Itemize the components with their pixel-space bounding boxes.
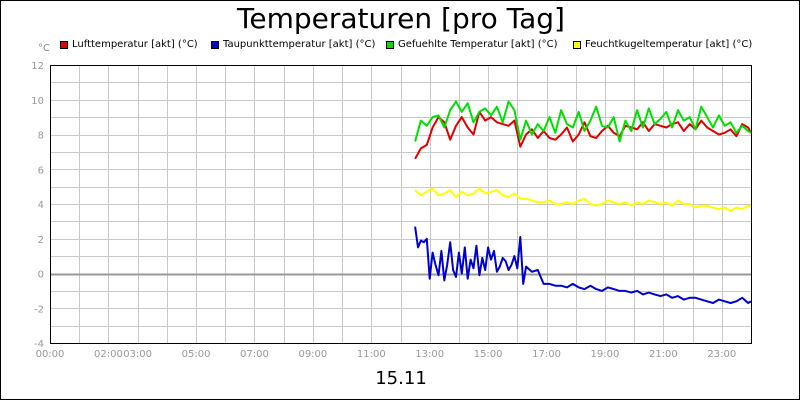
legend-label-gefuehlte-temperatur: Gefuehlte Temperatur [akt] (°C)	[398, 39, 558, 50]
legend-item-taupunkttemperatur: Taupunkttemperatur [akt] (°C)	[211, 39, 375, 50]
y-tick-label: 12	[31, 61, 44, 72]
y-axis-unit-label: °C	[38, 43, 50, 54]
x-tick-label: 07:00	[240, 349, 269, 360]
x-tick-label: 23:00	[707, 349, 736, 360]
y-tick-label: 2	[38, 235, 44, 246]
x-tick-label: 02:00	[94, 349, 123, 360]
series-line-lufttemperatur	[414, 110, 752, 160]
x-tick-label: 15:00	[474, 349, 503, 360]
legend-item-gefuehlte-temperatur: Gefuehlte Temperatur [akt] (°C)	[386, 39, 557, 50]
x-tick-label: 17:00	[532, 349, 561, 360]
x-tick-label: 00:00	[36, 349, 65, 360]
plot-border	[50, 65, 752, 344]
legend-label-feuchtkugeltemperatur: Feuchtkugeltemperatur [akt] (°C)	[585, 39, 753, 50]
legend-label-lufttemperatur: Lufttemperatur [akt] (°C)	[72, 39, 198, 50]
chart-title: Temperaturen [pro Tag]	[237, 2, 565, 35]
x-tick-label: 13:00	[415, 349, 444, 360]
y-tick-label: -4	[34, 339, 44, 350]
legend-label-taupunkttemperatur: Taupunkttemperatur [akt] (°C)	[223, 39, 376, 50]
legend-swatch-gefuehlte-temperatur	[386, 40, 394, 49]
y-tick-label: 10	[31, 96, 44, 107]
legend-swatch-feuchtkugeltemperatur	[573, 40, 581, 49]
legend-swatch-taupunkttemperatur	[211, 40, 219, 49]
x-tick-label: 11:00	[357, 349, 386, 360]
x-tick-label: 21:00	[649, 349, 678, 360]
x-tick-label: 19:00	[591, 349, 620, 360]
x-tick-label: 09:00	[298, 349, 327, 360]
legend-item-feuchtkugeltemperatur: Feuchtkugeltemperatur [akt] (°C)	[573, 39, 752, 50]
x-axis-caption: 15.11	[375, 368, 427, 389]
legend-item-lufttemperatur: Lufttemperatur [akt] (°C)	[60, 39, 198, 50]
series-line-taupunkttemperatur	[414, 226, 752, 304]
x-tick-label: 03:00	[123, 349, 152, 360]
y-tick-label: -2	[34, 304, 44, 315]
series-line-gefuehlte	[414, 100, 752, 143]
legend-swatch-lufttemperatur	[60, 40, 68, 49]
y-tick-label: 0	[38, 270, 44, 281]
series-line-feuchtkugeltemperatur	[414, 187, 751, 212]
x-tick-label: 05:00	[182, 349, 211, 360]
y-tick-label: 4	[38, 200, 44, 211]
y-tick-label: 6	[38, 165, 44, 176]
y-tick-label: 8	[38, 131, 44, 142]
